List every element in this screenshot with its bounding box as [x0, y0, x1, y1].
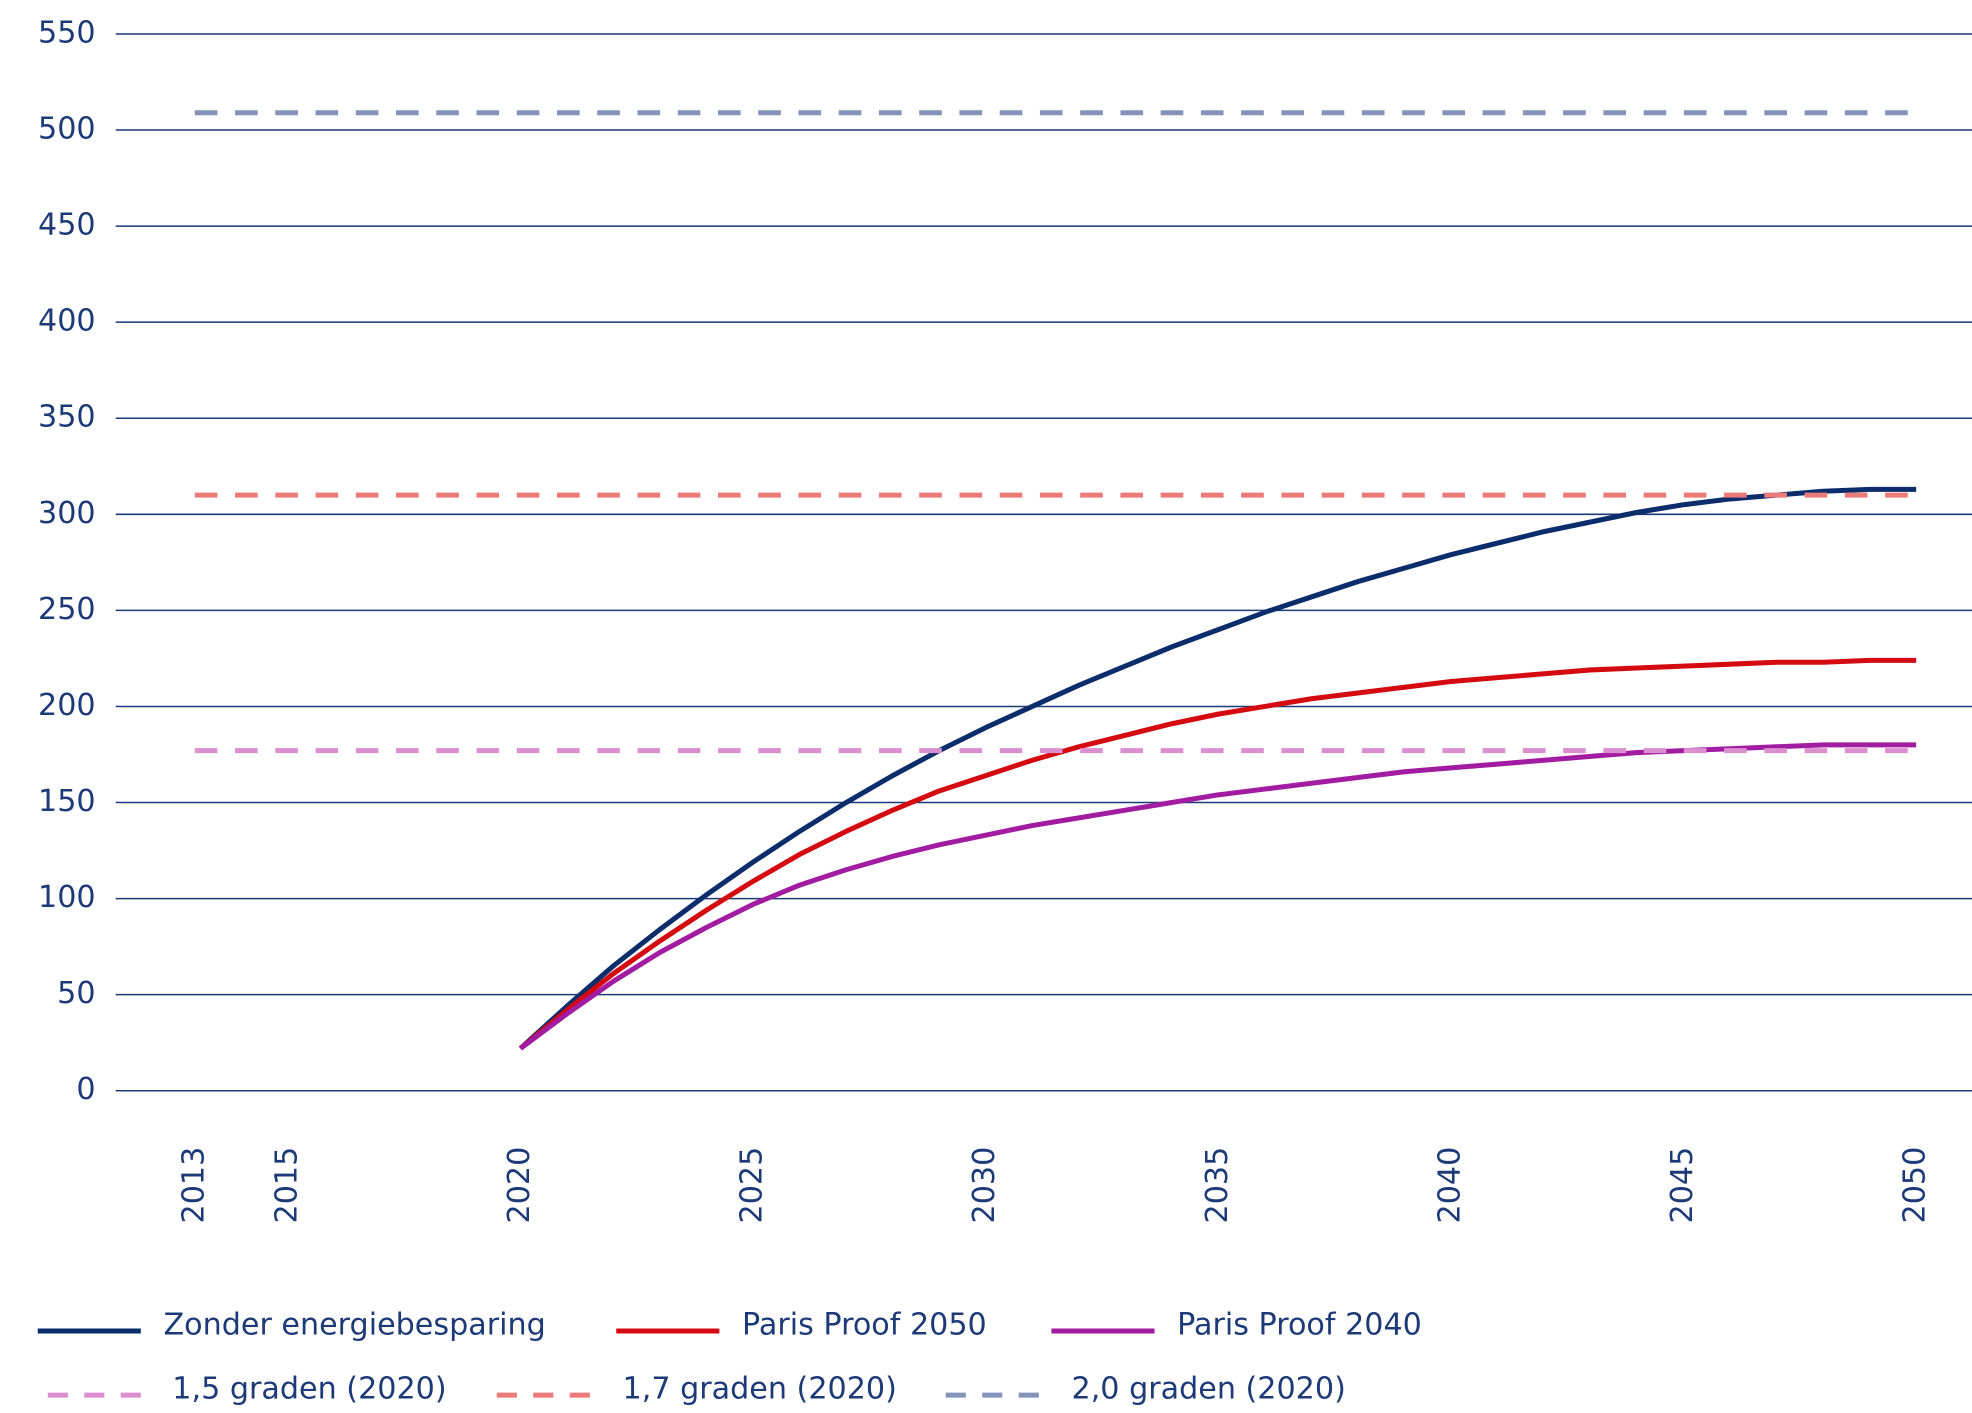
legend-label: 1,5 graden (2020) [172, 1372, 446, 1407]
x-tick-label: 2040 [1432, 1147, 1467, 1224]
legend-label: Paris Proof 2050 [742, 1307, 987, 1342]
y-tick-label: 550 [38, 15, 96, 50]
y-tick-label: 350 [38, 400, 96, 435]
x-tick-label: 2045 [1665, 1147, 1700, 1224]
y-tick-label: 0 [76, 1072, 95, 1107]
x-tick-label: 2020 [502, 1147, 537, 1224]
legend-label: Paris Proof 2040 [1177, 1307, 1422, 1342]
y-tick-label: 200 [38, 688, 96, 723]
x-tick-label: 2025 [735, 1147, 770, 1224]
y-tick-label: 400 [38, 304, 96, 339]
legend-label: 2,0 graden (2020) [1072, 1372, 1346, 1407]
legend-label: 1,7 graden (2020) [623, 1372, 897, 1407]
y-tick-label: 300 [38, 496, 96, 531]
series-line [518, 742, 1917, 1051]
series-line [518, 486, 1917, 1051]
x-tick-label: 2050 [1898, 1147, 1933, 1224]
x-tick-label: 2035 [1200, 1147, 1235, 1224]
y-tick-label: 100 [38, 880, 96, 915]
y-tick-label: 50 [57, 976, 95, 1011]
legend-label: Zonder energiebesparing [163, 1307, 545, 1342]
y-tick-label: 500 [38, 112, 96, 147]
x-tick-label: 2013 [176, 1147, 211, 1224]
y-tick-label: 450 [38, 208, 96, 243]
y-tick-label: 150 [38, 784, 96, 819]
y-tick-label: 250 [38, 592, 96, 627]
x-tick-label: 2030 [967, 1147, 1002, 1224]
series-line [518, 657, 1917, 1051]
x-tick-label: 2015 [269, 1147, 304, 1224]
